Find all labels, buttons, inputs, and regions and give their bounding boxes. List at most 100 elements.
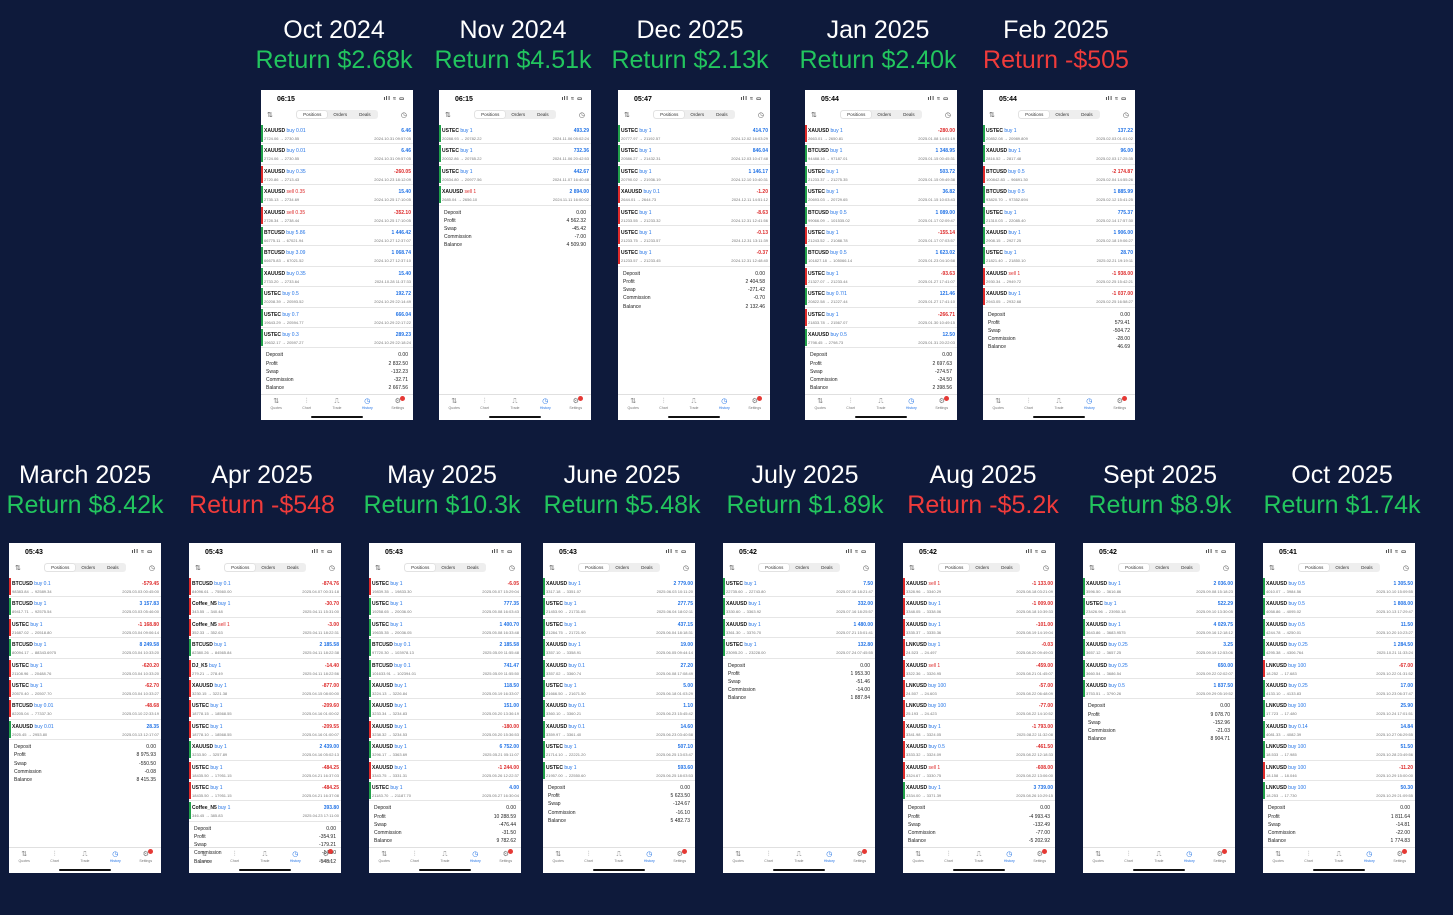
tab-deals[interactable]: Deals — [107, 565, 119, 570]
tab-deals[interactable]: Deals — [1081, 112, 1093, 117]
tab-deals[interactable]: Deals — [903, 112, 915, 117]
trade-row[interactable]: USTEC buy 1 28.70 21821.40 → 21850.10 2025.… — [983, 246, 1135, 267]
trade-row[interactable]: USTEC buy 1 7.50 22735.60 → 22743.80 2025.0… — [723, 577, 875, 598]
tab-deals[interactable]: Deals — [1181, 565, 1193, 570]
trade-row[interactable]: BTCUSD buy 0.1 2 185.58 97720.30 → 103978.… — [369, 638, 521, 659]
trade-row[interactable]: XAUUSD buy 0.5 12.50 2798.45 → 2798.73 2025… — [805, 328, 957, 349]
trade-row[interactable]: USTEC buy 1 522.29 23426.96 → 23950.18 2025… — [1083, 597, 1235, 618]
clock-icon[interactable]: ◷ — [682, 564, 689, 572]
tab-deals[interactable]: Deals — [1361, 565, 1373, 570]
trade-row[interactable]: USTEC buy 1 442.67 20534.80 → 20977.56 2024… — [439, 165, 591, 186]
nav-history[interactable]: ◷ History — [281, 851, 309, 864]
tab-orders[interactable]: Orders — [615, 565, 630, 570]
trade-row[interactable]: BTCUSD buy 0.1 741.47 101633.91 → 102394.0… — [369, 659, 521, 679]
nav-settings[interactable]: ⚙ Settings — [312, 849, 340, 864]
tab-positions[interactable]: Positions — [1299, 564, 1330, 571]
nav-chart[interactable]: ⫶ Chart — [755, 851, 783, 864]
nav-chart[interactable]: ⫶ Chart — [293, 398, 321, 411]
nav-settings[interactable]: ⚙ Settings — [846, 849, 874, 864]
trade-row[interactable]: XAUUSD buy 1 19.00 3357.10 → 3358.91 2025.0… — [543, 638, 695, 659]
nav-quotes[interactable]: ⇅ Quotes — [370, 851, 398, 864]
nav-history[interactable]: ◷ History — [815, 851, 843, 864]
nav-settings[interactable]: ⚙ Settings — [1206, 849, 1234, 864]
nav-trade[interactable]: ⎍ Trade — [1045, 398, 1073, 411]
trade-row[interactable]: USTEC buy 1 -1 168.80 21687.02 → 20518.80 2… — [9, 618, 161, 639]
tab-orders[interactable]: Orders — [441, 565, 456, 570]
nav-history[interactable]: ◷ History — [531, 398, 559, 411]
trade-row[interactable]: XAUUSD buy 1 -280.00 2663.01 → 2650.81 2025… — [805, 124, 957, 145]
nav-trade[interactable]: ⎍ Trade — [605, 851, 633, 864]
sort-icon[interactable]: ⇅ — [811, 111, 817, 119]
trade-row[interactable]: LNKUSD buy 100 50.30 18.253 → 17.730 2025.1… — [1263, 781, 1415, 802]
trade-row[interactable]: XAUUSD buy 1 -180.00 3238.32 → 3234.53 2025… — [369, 720, 521, 741]
trade-row[interactable]: Coffee_N5 buy 1 -30.70 343.55 → 340.48 2025… — [189, 597, 341, 618]
tab-orders[interactable]: Orders — [1055, 112, 1070, 117]
sort-icon[interactable]: ⇅ — [1269, 564, 1275, 572]
nav-quotes[interactable]: ⇅ Quotes — [262, 398, 290, 411]
sort-icon[interactable]: ⇅ — [624, 111, 630, 119]
tab-deals[interactable]: Deals — [1001, 565, 1013, 570]
trade-row[interactable]: XAUUSD buy 0.25 17.00 4133.10 → 4133.83 202… — [1263, 679, 1415, 700]
trade-row[interactable]: XAUUSD sell 1 -608.00 3324.67 → 3330.75 202… — [903, 761, 1055, 781]
nav-chart[interactable]: ⫶ Chart — [1295, 851, 1323, 864]
tab-positions[interactable]: Positions — [405, 564, 436, 571]
nav-history[interactable]: ◷ History — [995, 851, 1023, 864]
tab-orders[interactable]: Orders — [975, 565, 990, 570]
trade-row[interactable]: XAUUSD buy 0.25 650.00 3660.54 → 3686.54 20… — [1083, 659, 1235, 679]
nav-settings[interactable]: ⚙ Settings — [666, 849, 694, 864]
nav-trade[interactable]: ⎍ Trade — [323, 398, 351, 411]
clock-icon[interactable]: ◷ — [1042, 564, 1049, 572]
nav-quotes[interactable]: ⇅ Quotes — [724, 851, 752, 864]
nav-settings[interactable]: ⚙ Settings — [928, 396, 956, 411]
tab-positions[interactable]: Positions — [45, 564, 76, 571]
nav-trade[interactable]: ⎍ Trade — [680, 398, 708, 411]
nav-history[interactable]: ◷ History — [897, 398, 925, 411]
tab-orders[interactable]: Orders — [511, 112, 526, 117]
trade-row[interactable]: LNKUSD buy 100 -11.20 18.158 → 18.046 2025.… — [1263, 761, 1415, 781]
trade-row[interactable]: USTEC buy 1 -209.60 18778.15 → 18568.55 202… — [189, 699, 341, 720]
trade-row[interactable]: USTEC buy 1 -620.20 21108.96 → 20488.76 202… — [9, 659, 161, 679]
nav-chart[interactable]: ⫶ Chart — [1015, 398, 1043, 411]
trade-row[interactable]: USTEC buy 0.7/1 121.46 20822.58 → 21227.44… — [805, 287, 957, 308]
clock-icon[interactable]: ◷ — [328, 564, 335, 572]
trade-row[interactable]: XAUUSD buy 0.01 28.35 2925.45 → 2953.80 202… — [9, 720, 161, 741]
tab-deals[interactable]: Deals — [537, 112, 549, 117]
nav-history[interactable]: ◷ History — [353, 398, 381, 411]
tab-positions[interactable]: Positions — [654, 111, 685, 118]
trade-row[interactable]: USTEC buy 1 -6.05 19839.35 → 19833.30 2025.… — [369, 577, 521, 598]
nav-quotes[interactable]: ⇅ Quotes — [984, 398, 1012, 411]
trade-row[interactable]: BTCUSD buy 3.09 1 068.74 66675.83 → 67021.… — [261, 246, 413, 267]
nav-history[interactable]: ◷ History — [1075, 398, 1103, 411]
trade-row[interactable]: USTEC buy 1 593.60 21957.00 → 22550.60 2025… — [543, 761, 695, 781]
trade-row[interactable]: XAUUSD buy 1 -101.00 3335.37 → 3335.36 2025… — [903, 618, 1055, 639]
trade-row[interactable]: XAUUSD buy 0.35 -260.05 2720.86 → 2713.43 2… — [261, 165, 413, 186]
trade-row[interactable]: XAUUSD buy 0.5 1 305.50 4010.07 → 3984.56 2… — [1263, 577, 1415, 598]
trade-row[interactable]: XAUUSD buy 0.25 3.25 3657.12 → 3657.25 2025… — [1083, 638, 1235, 659]
tab-positions[interactable]: Positions — [841, 111, 872, 118]
nav-quotes[interactable]: ⇅ Quotes — [1264, 851, 1292, 864]
trade-row[interactable]: XAUUSD buy 0.1 27.20 3357.02 → 3360.74 2025… — [543, 659, 695, 679]
nav-trade[interactable]: ⎍ Trade — [251, 851, 279, 864]
tab-positions[interactable]: Positions — [939, 564, 970, 571]
tab-deals[interactable]: Deals — [716, 112, 728, 117]
trade-row[interactable]: Coffee_N5 buy 1 393.80 346.45 → 385.83 2025… — [189, 801, 341, 822]
nav-quotes[interactable]: ⇅ Quotes — [619, 398, 647, 411]
trade-row[interactable]: LNKUSD buy 1 -0.03 24.523 → 24.497 2025.08.… — [903, 638, 1055, 659]
tab-positions[interactable]: Positions — [1019, 111, 1050, 118]
trade-row[interactable]: XAUUSD buy 0.1 -1.20 2644.01 → 2644.73 2024… — [618, 185, 770, 206]
sort-icon[interactable]: ⇅ — [267, 111, 273, 119]
trade-row[interactable]: USTEC buy 0.5 192.72 20208.39 → 20593.52 20… — [261, 287, 413, 308]
trade-row[interactable]: USTEC buy 1 -266.71 21833.78 → 21567.07 202… — [805, 308, 957, 328]
nav-trade[interactable]: ⎍ Trade — [431, 851, 459, 864]
nav-chart[interactable]: ⫶ Chart — [41, 851, 69, 864]
trade-row[interactable]: USTEC buy 1 -93.63 21327.07 → 21233.44 2025… — [805, 267, 957, 288]
